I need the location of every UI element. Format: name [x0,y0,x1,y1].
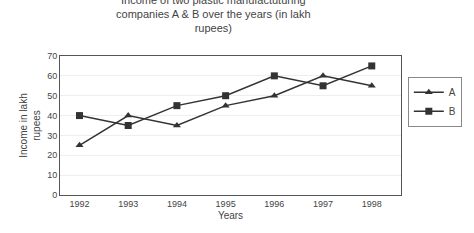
svg-text:B: B [449,106,456,117]
svg-text:Income in lakhrupees: Income in lakhrupees [18,93,42,157]
svg-text:20: 20 [47,150,57,160]
svg-text:1995: 1995 [216,199,236,209]
svg-text:30: 30 [47,131,57,141]
svg-text:1992: 1992 [69,199,89,209]
svg-text:A: A [449,87,456,98]
svg-text:1993: 1993 [118,199,138,209]
svg-text:70: 70 [47,51,57,61]
svg-text:1997: 1997 [313,199,333,209]
svg-text:60: 60 [47,71,57,81]
svg-text:Income of two plastic manufact: Income of two plastic manufactuturingcom… [116,0,310,34]
svg-text:50: 50 [47,91,57,101]
svg-text:0: 0 [52,190,57,200]
svg-text:1994: 1994 [167,199,187,209]
svg-text:Years: Years [218,210,243,221]
svg-text:1998: 1998 [362,199,382,209]
svg-text:1996: 1996 [264,199,284,209]
svg-text:10: 10 [47,170,57,180]
svg-text:40: 40 [47,111,57,121]
